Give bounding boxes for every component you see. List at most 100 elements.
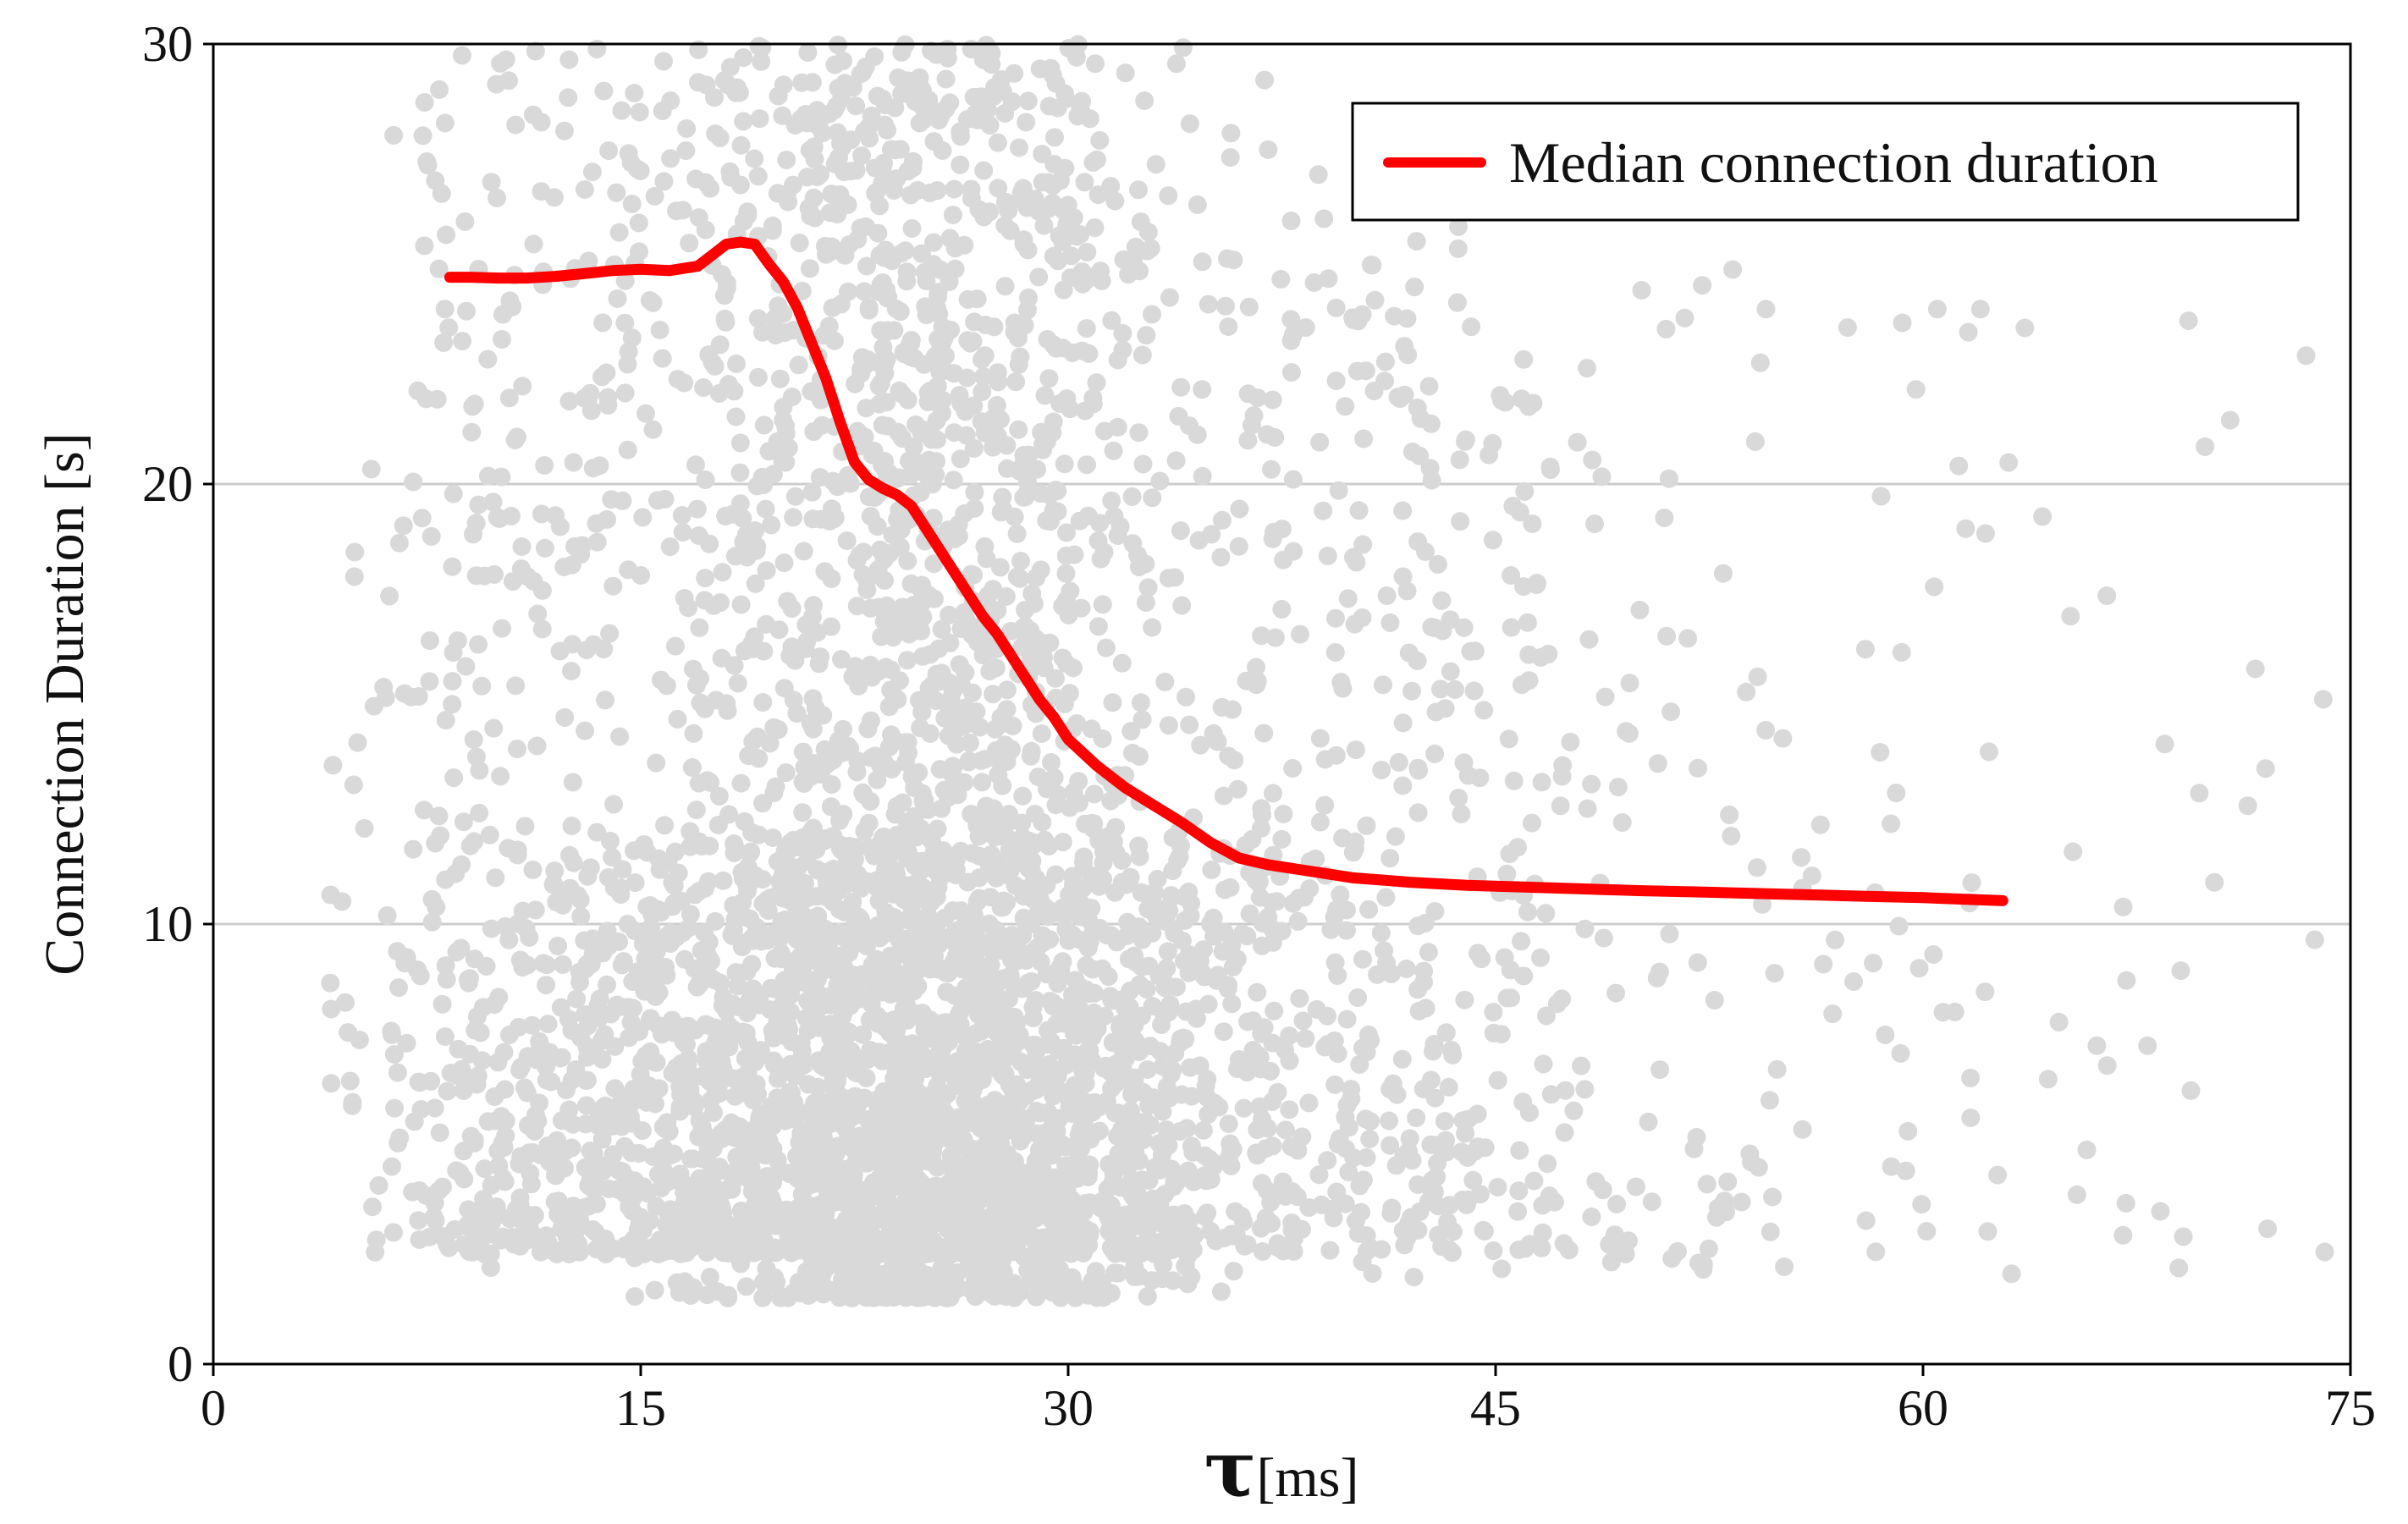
scatter-point xyxy=(1108,1242,1127,1262)
scatter-point xyxy=(1088,617,1108,636)
scatter-point xyxy=(752,467,772,487)
scatter-point xyxy=(1083,388,1103,408)
scatter-point xyxy=(1360,1130,1380,1148)
scatter-point xyxy=(953,960,973,979)
scatter-point xyxy=(1441,1041,1461,1059)
scatter-point xyxy=(1014,446,1033,465)
scatter-point xyxy=(686,1021,705,1040)
scatter-point xyxy=(905,349,924,368)
scatter-point xyxy=(846,1087,865,1106)
scatter-point xyxy=(986,658,1006,678)
legend-box xyxy=(1351,102,2300,222)
scatter-point xyxy=(1219,1114,1238,1134)
scatter-point xyxy=(1229,536,1248,556)
scatter-point xyxy=(1000,829,1018,849)
scatter-point xyxy=(943,206,962,224)
scatter-point xyxy=(1488,1070,1507,1090)
scatter-point xyxy=(506,115,526,135)
scatter-point xyxy=(701,773,720,792)
scatter-point xyxy=(887,865,906,884)
scatter-point xyxy=(690,668,709,688)
scatter-point xyxy=(828,477,847,497)
scatter-point xyxy=(1555,1123,1574,1142)
scatter-point xyxy=(456,657,476,676)
scatter-point xyxy=(1060,684,1079,703)
scatter-point xyxy=(437,225,456,245)
scatter-point xyxy=(824,101,844,119)
scatter-point xyxy=(1072,262,1092,282)
scatter-point xyxy=(1180,715,1199,734)
scatter-point xyxy=(1252,799,1271,818)
scatter-point xyxy=(496,1126,515,1146)
scatter-point xyxy=(1583,450,1602,470)
scatter-point xyxy=(719,1015,738,1035)
scatter-point xyxy=(430,1123,449,1142)
scatter-point xyxy=(1061,581,1080,601)
scatter-point xyxy=(906,1263,925,1283)
scatter-point xyxy=(688,1188,708,1208)
scatter-point xyxy=(524,234,543,254)
scatter-point xyxy=(1088,531,1108,551)
scatter-point xyxy=(1375,352,1395,371)
scatter-point xyxy=(951,394,971,414)
scatter-point xyxy=(803,1126,823,1146)
scatter-point xyxy=(773,106,792,125)
scatter-point xyxy=(995,1021,1014,1040)
scatter-point xyxy=(656,957,675,977)
scatter-point xyxy=(770,1015,790,1035)
scatter-point xyxy=(1062,1268,1082,1287)
scatter-point xyxy=(1502,566,1521,585)
scatter-point xyxy=(860,1285,879,1304)
scatter-point xyxy=(780,891,800,911)
scatter-point xyxy=(819,316,839,336)
scatter-point xyxy=(576,1158,595,1177)
scatter-point xyxy=(1512,389,1531,409)
scatter-point xyxy=(898,651,917,670)
scatter-point xyxy=(784,508,803,527)
scatter-point xyxy=(1203,911,1222,931)
scatter-point xyxy=(1660,924,1679,944)
scatter-point xyxy=(850,546,869,565)
scatter-point xyxy=(323,756,343,775)
scatter-point xyxy=(653,1160,673,1180)
scatter-point xyxy=(495,1080,515,1099)
scatter-point xyxy=(384,1045,404,1064)
scatter-point xyxy=(1065,545,1084,564)
scatter-point xyxy=(1399,643,1419,663)
scatter-point xyxy=(1143,618,1162,637)
scatter-point xyxy=(689,526,708,545)
scatter-point xyxy=(766,326,785,345)
scatter-point xyxy=(2061,607,2080,626)
scatter-point xyxy=(1032,724,1051,743)
scatter-point xyxy=(470,803,489,823)
scatter-point xyxy=(962,926,981,945)
scatter-point xyxy=(1310,812,1330,832)
scatter-point xyxy=(763,1173,782,1192)
scatter-point xyxy=(643,420,663,439)
scatter-point xyxy=(575,1198,593,1218)
scatter-point xyxy=(1844,972,1863,991)
scatter-point xyxy=(1228,1059,1247,1079)
scatter-point xyxy=(741,1242,761,1262)
scatter-point xyxy=(468,1066,488,1086)
scatter-point xyxy=(902,219,922,238)
scatter-point xyxy=(1132,1006,1152,1026)
scatter-point xyxy=(625,1171,644,1191)
scatter-point xyxy=(2169,1258,2189,1278)
scatter-point xyxy=(415,801,433,820)
scatter-point xyxy=(1056,564,1076,583)
scatter-point xyxy=(1202,861,1221,879)
scatter-point xyxy=(1431,679,1450,699)
scatter-point xyxy=(464,730,483,749)
scatter-point xyxy=(1344,547,1363,567)
scatter-point xyxy=(1119,949,1138,969)
scatter-point xyxy=(944,470,963,490)
scatter-point xyxy=(554,121,574,140)
scatter-point xyxy=(1325,643,1345,662)
scatter-point xyxy=(594,1098,613,1117)
scatter-point xyxy=(1639,1112,1658,1131)
scatter-point xyxy=(790,234,809,253)
scatter-point xyxy=(348,733,367,752)
scatter-point xyxy=(680,234,699,253)
scatter-point xyxy=(1096,638,1116,657)
